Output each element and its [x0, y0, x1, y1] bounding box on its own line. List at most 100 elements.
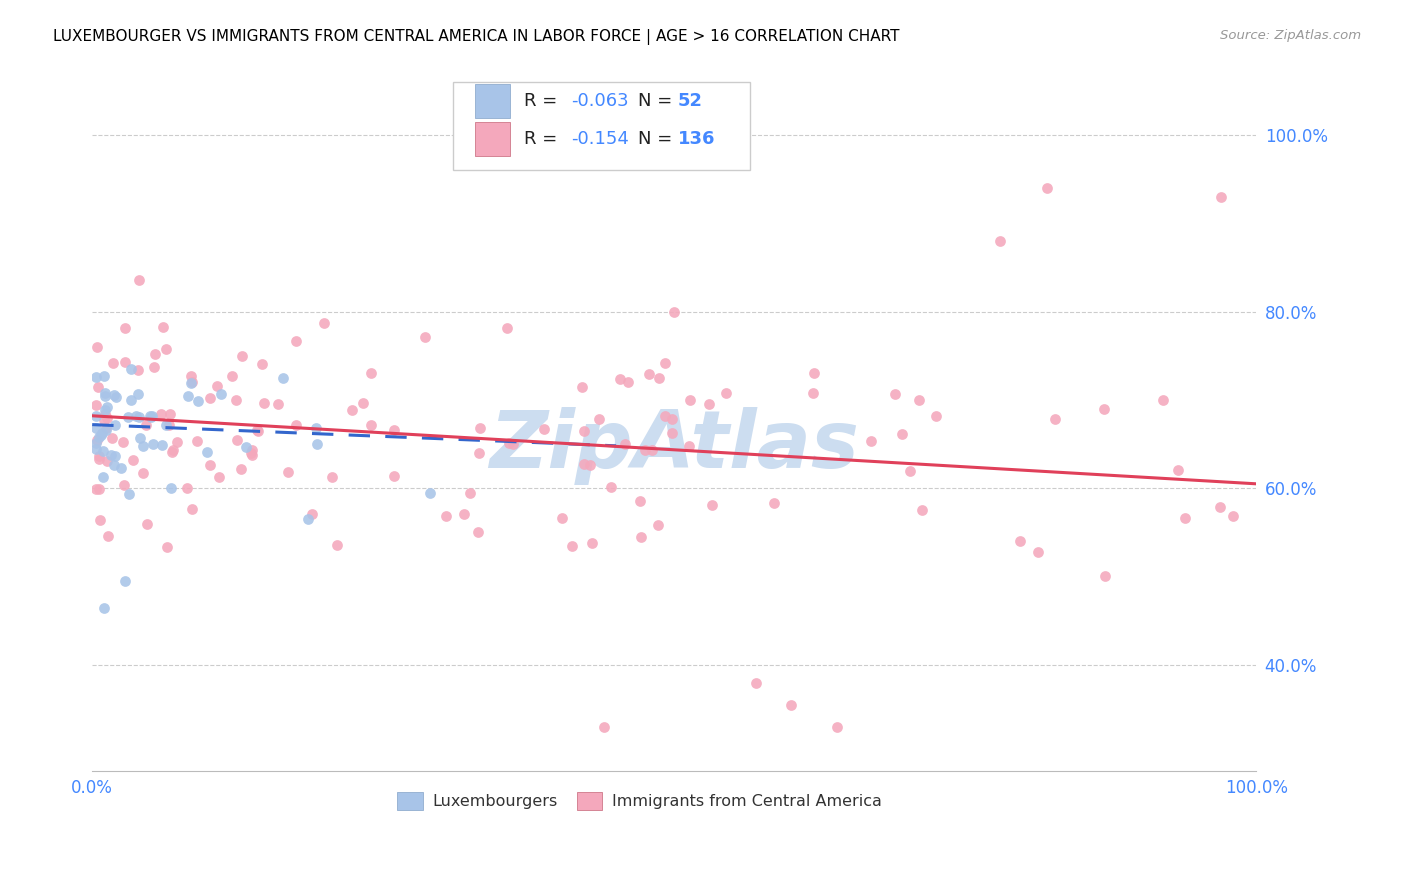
- Point: [84, 398, 107, 412]
- Point: [180, 501, 202, 516]
- Point: [166, 434, 188, 449]
- Point: [297, 512, 319, 526]
- Point: [1209, 500, 1232, 515]
- Point: [419, 485, 441, 500]
- Text: -0.063: -0.063: [571, 92, 628, 110]
- Point: [1043, 412, 1066, 426]
- Point: [87, 380, 110, 394]
- Point: [301, 507, 323, 521]
- Point: [630, 530, 652, 544]
- Point: [1094, 569, 1116, 583]
- Point: [628, 494, 651, 508]
- Legend: Luxembourgers, Immigrants from Central America: Luxembourgers, Immigrants from Central A…: [391, 786, 889, 816]
- Point: [609, 372, 631, 386]
- Point: [593, 720, 616, 734]
- Text: ZipAtlas: ZipAtlas: [489, 407, 859, 485]
- Point: [1174, 510, 1197, 524]
- Text: N =: N =: [638, 92, 672, 110]
- Point: [745, 675, 768, 690]
- Text: 136: 136: [678, 130, 716, 148]
- Point: [231, 349, 253, 363]
- Point: [96, 400, 118, 414]
- Point: [120, 362, 142, 376]
- Point: [205, 379, 228, 393]
- Point: [160, 481, 183, 495]
- Text: R =: R =: [524, 92, 562, 110]
- Point: [616, 375, 638, 389]
- Point: [305, 437, 328, 451]
- Point: [762, 496, 785, 510]
- Point: [988, 234, 1011, 248]
- Point: [94, 385, 117, 400]
- Point: [112, 477, 135, 491]
- Point: [186, 434, 208, 449]
- Point: [588, 412, 610, 426]
- Point: [187, 394, 209, 409]
- Point: [637, 367, 659, 381]
- Point: [101, 355, 124, 369]
- Point: [360, 367, 382, 381]
- Point: [104, 449, 127, 463]
- Point: [200, 391, 222, 405]
- Point: [93, 413, 115, 427]
- Point: [149, 407, 172, 421]
- Point: [360, 418, 382, 433]
- Point: [90, 426, 112, 441]
- Point: [654, 356, 676, 370]
- Point: [284, 418, 307, 433]
- Point: [413, 330, 436, 344]
- Point: [84, 442, 107, 456]
- Point: [132, 439, 155, 453]
- Point: [572, 425, 595, 439]
- Point: [1092, 401, 1115, 416]
- Point: [458, 486, 481, 500]
- Point: [114, 574, 136, 588]
- Point: [225, 392, 247, 407]
- Point: [208, 469, 231, 483]
- Point: [502, 437, 524, 451]
- Point: [285, 334, 308, 349]
- Point: [572, 457, 595, 471]
- Point: [86, 340, 108, 354]
- Point: [716, 386, 738, 401]
- Point: [1152, 392, 1174, 407]
- Point: [209, 387, 232, 401]
- Point: [305, 421, 328, 435]
- Point: [114, 321, 136, 335]
- Point: [884, 386, 907, 401]
- Text: Source: ZipAtlas.com: Source: ZipAtlas.com: [1220, 29, 1361, 42]
- Text: N =: N =: [638, 130, 672, 148]
- Point: [117, 409, 139, 424]
- FancyBboxPatch shape: [475, 84, 510, 118]
- Point: [87, 449, 110, 463]
- Point: [226, 434, 249, 448]
- Point: [240, 448, 263, 462]
- Point: [87, 482, 110, 496]
- Point: [1211, 189, 1233, 203]
- Point: [239, 446, 262, 460]
- Point: [571, 380, 593, 394]
- Point: [84, 435, 107, 450]
- Point: [498, 436, 520, 450]
- Point: [340, 403, 363, 417]
- Point: [468, 446, 491, 460]
- Point: [176, 481, 198, 495]
- Point: [155, 418, 177, 433]
- Point: [468, 421, 491, 435]
- Point: [551, 511, 574, 525]
- Point: [160, 445, 183, 459]
- Point: [654, 409, 676, 423]
- Point: [114, 355, 136, 369]
- Point: [139, 409, 162, 424]
- Point: [1008, 533, 1031, 548]
- Point: [157, 417, 180, 432]
- Point: [84, 409, 107, 424]
- Text: -0.154: -0.154: [571, 130, 628, 148]
- Point: [533, 422, 555, 436]
- Point: [382, 423, 405, 437]
- Point: [112, 434, 135, 449]
- Point: [267, 397, 290, 411]
- Point: [103, 458, 125, 472]
- Point: [1026, 544, 1049, 558]
- Point: [246, 423, 269, 437]
